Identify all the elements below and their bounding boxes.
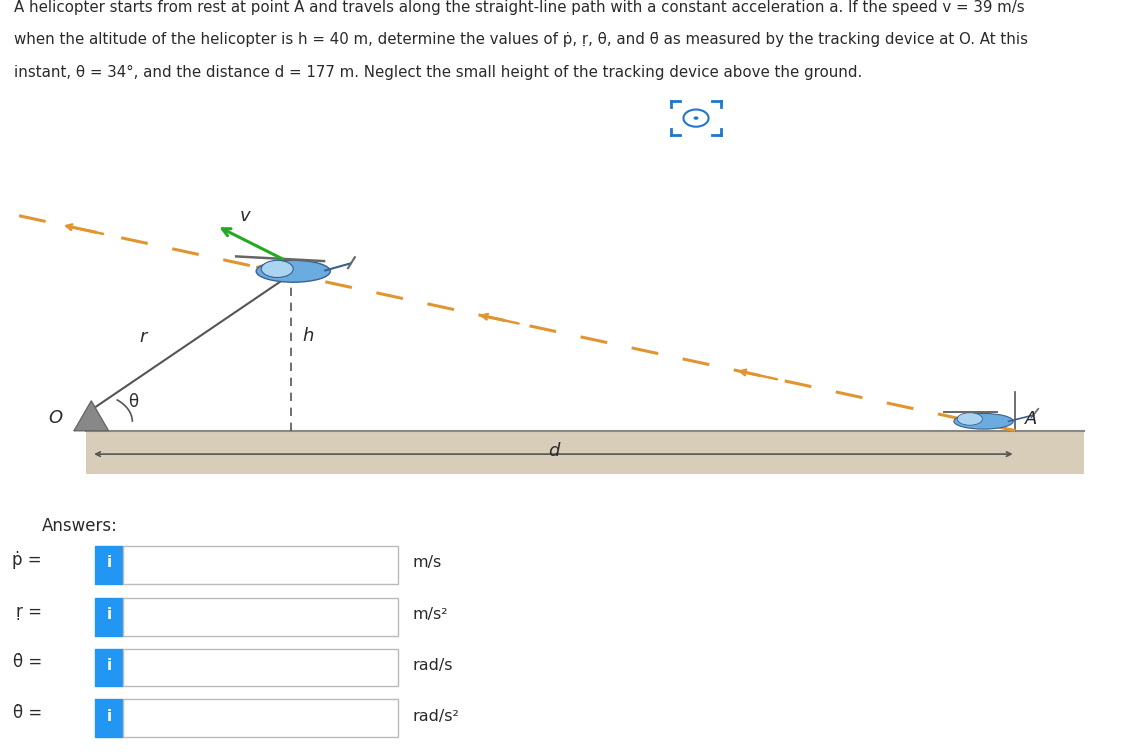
Text: h: h [302,326,314,345]
Text: r: r [140,328,147,346]
Text: θ̇ =: θ̇ = [13,654,42,671]
Text: ṛ =: ṛ = [16,602,42,621]
FancyBboxPatch shape [123,598,398,636]
Text: A: A [1025,410,1037,428]
Text: O: O [48,409,62,427]
Text: θ: θ [128,394,138,411]
Text: i: i [106,607,112,622]
FancyBboxPatch shape [95,648,123,686]
FancyBboxPatch shape [95,699,123,737]
Text: θ̈ =: θ̈ = [13,704,42,722]
Text: A helicopter starts from rest at point A and travels along the straight-line pat: A helicopter starts from rest at point A… [14,0,1025,15]
FancyBboxPatch shape [95,546,123,584]
Polygon shape [74,401,108,431]
Circle shape [694,116,698,120]
Bar [86,431,1084,474]
Text: v: v [240,207,250,225]
Text: d: d [548,443,559,461]
Ellipse shape [957,412,982,425]
Text: i: i [106,556,112,571]
Ellipse shape [257,260,331,282]
Text: ṗ =: ṗ = [13,551,42,569]
Text: rad/s: rad/s [413,658,453,673]
Ellipse shape [261,260,293,277]
Text: when the altitude of the helicopter is h = 40 m, determine the values of ṗ, ṛ, θ: when the altitude of the helicopter is h… [14,32,1028,48]
FancyBboxPatch shape [123,546,398,584]
FancyBboxPatch shape [123,648,398,686]
Text: i: i [106,709,112,724]
Text: instant, θ = 34°, and the distance d = 177 m. Neglect the small height of the tr: instant, θ = 34°, and the distance d = 1… [14,65,861,80]
Text: m/s: m/s [413,556,443,571]
Text: rad/s²: rad/s² [413,709,460,724]
FancyBboxPatch shape [123,699,398,737]
Text: i: i [106,658,112,673]
Ellipse shape [954,413,1013,429]
Text: m/s²: m/s² [413,607,448,622]
Text: Answers:: Answers: [42,517,118,535]
FancyBboxPatch shape [95,598,123,636]
